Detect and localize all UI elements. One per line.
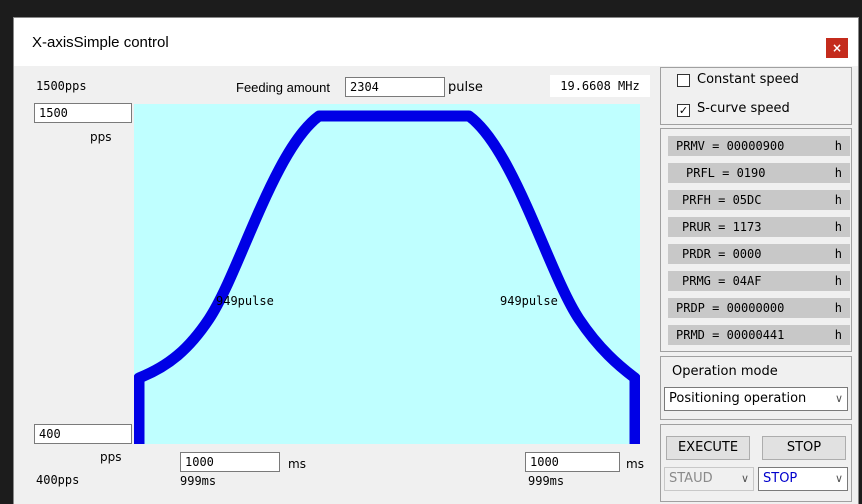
min-speed-input[interactable]: 400 xyxy=(34,424,132,444)
speed-profile-chart: 949pulse 949pulse xyxy=(134,104,640,444)
min-speed-unit: pps xyxy=(100,450,122,464)
accel-time-actual: 999ms xyxy=(180,474,217,488)
status-right-value: STOP xyxy=(763,471,798,486)
clock-frequency-display: 19.6608 MHz xyxy=(550,75,650,97)
decel-time-actual: 999ms xyxy=(528,474,565,488)
register-row: PRDP = 00000000 h xyxy=(668,298,850,318)
window-title: X-axisSimple control xyxy=(32,34,169,51)
feeding-unit-label: pulse xyxy=(448,80,483,95)
constant-speed-label: Constant speed xyxy=(697,72,799,87)
decel-time-input[interactable]: 1000 xyxy=(525,452,620,472)
execute-button[interactable]: EXECUTE xyxy=(666,436,750,460)
register-row: PRMG = 04AF h xyxy=(668,271,850,291)
register-row: PRFH = 05DC h xyxy=(668,190,850,210)
decel-time-unit: ms xyxy=(626,457,644,471)
scurve-speed-checkbox[interactable]: ✓ xyxy=(677,104,690,117)
register-row: PRFL = 0190 h xyxy=(668,163,850,183)
feeding-amount-label: Feeding amount xyxy=(236,80,330,95)
operation-mode-select[interactable]: Positioning operation ∨ xyxy=(664,387,848,411)
status-right-select[interactable]: STOP ∨ xyxy=(758,467,848,491)
speed-curve xyxy=(134,110,640,444)
chevron-down-icon: ∨ xyxy=(740,472,749,485)
feeding-amount-input[interactable]: 2304 xyxy=(345,77,445,97)
scurve-speed-label: S-curve speed xyxy=(697,101,790,116)
max-speed-input[interactable]: 1500 xyxy=(34,103,132,123)
max-speed-label: 1500pps xyxy=(36,79,87,93)
register-row: PRDR = 0000 h xyxy=(668,244,850,264)
control-panel xyxy=(660,424,852,502)
accel-time-input[interactable]: 1000 xyxy=(180,452,280,472)
chevron-down-icon: ∨ xyxy=(834,472,843,485)
register-row: PRMD = 00000441 h xyxy=(668,325,850,345)
register-panel xyxy=(660,128,852,352)
title-bar: X-axisSimple control × xyxy=(14,18,858,66)
operation-mode-label: Operation mode xyxy=(672,364,778,379)
max-speed-unit: pps xyxy=(90,130,112,144)
close-button[interactable]: × xyxy=(826,38,848,58)
status-left-select: STAUD ∨ xyxy=(664,467,754,491)
chevron-down-icon: ∨ xyxy=(834,392,843,405)
status-left-value: STAUD xyxy=(669,471,713,486)
accel-pulse-label: 949pulse xyxy=(216,294,274,308)
constant-speed-checkbox[interactable] xyxy=(677,74,690,87)
accel-time-unit: ms xyxy=(288,457,306,471)
operation-mode-panel xyxy=(660,356,852,420)
min-speed-label: 400pps xyxy=(36,473,80,487)
check-mark-icon: ✓ xyxy=(678,104,689,117)
register-row: PRUR = 1173 h xyxy=(668,217,850,237)
register-row: PRMV = 00000900 h xyxy=(668,136,850,156)
operation-mode-value: Positioning operation xyxy=(669,391,807,406)
decel-pulse-label: 949pulse xyxy=(500,294,558,308)
speed-mode-panel xyxy=(660,67,852,125)
speed-profile-svg xyxy=(134,110,640,444)
stop-button[interactable]: STOP xyxy=(762,436,846,460)
